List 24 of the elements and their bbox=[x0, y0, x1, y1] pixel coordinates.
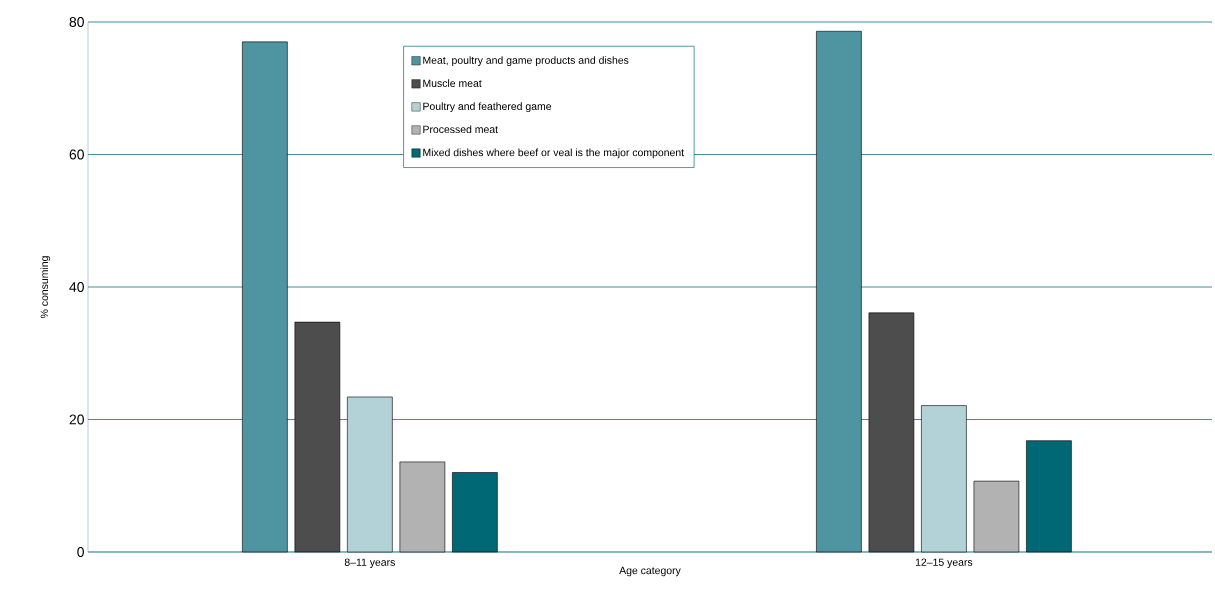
y-tick-label: 0 bbox=[77, 547, 84, 557]
legend-label: Poultry and feathered game bbox=[423, 102, 552, 113]
bar bbox=[399, 461, 446, 553]
x-tick-label: 12–15 years bbox=[915, 558, 973, 568]
bar bbox=[973, 480, 1020, 553]
bar bbox=[294, 321, 341, 553]
bar bbox=[816, 30, 862, 553]
y-tick-label: 80 bbox=[69, 17, 84, 27]
y-tick-label: 60 bbox=[69, 149, 84, 160]
y-axis-title: % consuming bbox=[40, 256, 51, 319]
legend-label: Processed meat bbox=[423, 125, 498, 134]
bar bbox=[921, 405, 967, 553]
x-axis-title: Age category bbox=[619, 566, 681, 577]
bar bbox=[868, 312, 915, 553]
x-tick-label: 8–11 years bbox=[344, 558, 395, 568]
y-tick-label: 20 bbox=[69, 414, 84, 425]
legend-label: Muscle meat bbox=[423, 79, 482, 87]
bar bbox=[347, 396, 393, 553]
legend-label: Meat, poultry and game products and dishes bbox=[423, 56, 629, 66]
bar bbox=[452, 472, 498, 553]
y-tick-label: 40 bbox=[69, 282, 84, 292]
bar bbox=[242, 41, 288, 553]
bar bbox=[1026, 440, 1072, 553]
legend-label: Mixed dishes where beef or veal is the major component bbox=[423, 148, 684, 159]
